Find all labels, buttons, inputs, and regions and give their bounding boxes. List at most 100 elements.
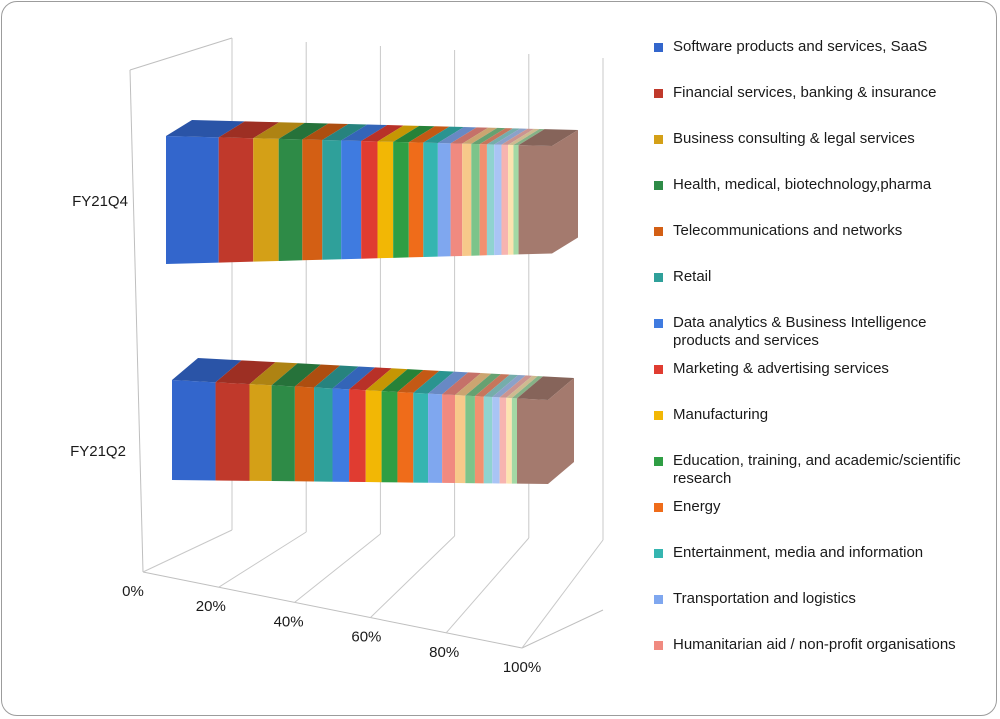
legend-label: Financial services, banking & insurance [673,84,937,101]
bar-segment-top [492,375,526,398]
bar-segment [361,141,378,259]
bar-segment [218,137,254,263]
bar-segment [322,140,342,260]
bar-segment-top [479,128,513,145]
legend-swatch [654,411,663,420]
bar-segment [455,395,466,484]
legend-item: Retail [654,268,989,286]
bar-segment-top [499,375,533,398]
bar-segment-top [508,128,540,146]
bar-segment [486,144,495,256]
legend-label: Marketing & advertising services [673,360,889,377]
gridline-floor [370,535,455,618]
legend-swatch [654,273,663,282]
legend-item: Health, medical, biotechnology,pharma [654,176,989,194]
x-tick-label: 20% [196,598,226,615]
bar-segment-top [471,127,506,145]
bar-segment-top [294,364,341,388]
bar-segment-top [349,367,392,391]
legend-item: Marketing & advertising services [654,360,989,378]
bar-segment [341,140,362,260]
bar-segment [513,145,519,255]
x-tick-label: 100% [503,659,541,676]
legend-label: Education, training, and academic/scient… [673,452,961,487]
bar-segment-top [474,374,510,397]
legend-label: Software products and services, SaaS [673,38,928,55]
bar-segment-top [465,373,501,397]
bar-segment [253,138,279,262]
bar-segment-top [332,366,376,390]
bar-segment [249,384,272,482]
legend-swatch [654,181,663,190]
bar-segment [278,138,303,261]
legend-label: Energy [673,498,721,515]
legend-item: Entertainment, media and information [654,544,989,562]
bar-segment [511,398,518,484]
legend-label: Entertainment, media and information [673,544,924,561]
bar-segment [474,396,484,484]
bar-end-face [552,130,578,254]
legend-item: Financial services, banking & insurance [654,84,989,102]
legend-swatch [654,503,663,512]
legend-item: Energy [654,498,989,516]
bar-segment-top [215,360,276,385]
category-label: FY21Q4 [72,193,128,210]
bar-segment [365,390,382,483]
bar-segment [492,397,500,484]
gridline-floor [445,537,530,634]
bar-segment-top [442,372,482,396]
legend-swatch [654,89,663,98]
bar-segment [349,389,366,483]
left-wall-edge [129,69,144,573]
bar-end-face [548,378,574,484]
legend-item: Transportation and logistics [654,590,989,608]
bar-segment [314,387,333,482]
bar-segment [271,385,295,482]
x-tick-label: 40% [274,613,304,630]
bar-segment-top [506,375,538,399]
x-tick-label: 0% [122,583,144,600]
legend-label: Transportation and logistics [673,590,856,607]
legend-item: Education, training, and academic/scient… [654,452,989,488]
bar-segment [393,141,409,258]
legend-item: Data analytics & Business Intelligence p… [654,314,989,350]
bar-segment [377,141,394,259]
left-wall-top [129,37,233,71]
legend-label: Retail [673,268,712,285]
legend-label: Health, medical, biotechnology,pharma [673,176,932,193]
x-tick-label: 60% [351,629,381,646]
bar-segment [413,392,429,483]
legend-swatch [654,595,663,604]
bar-segment [423,142,438,258]
bar-segment-top [483,374,519,398]
legend-swatch [654,549,663,558]
bar-segment [462,143,472,256]
bar-segment-top [302,123,349,141]
bar-segment-top [397,369,440,393]
gridline-floor [218,531,307,588]
floor-right-edge [521,609,604,649]
legend-swatch [654,457,663,466]
bar-segment [397,391,414,483]
legend-label: Telecommunications and networks [673,222,903,239]
bar-segment [471,143,480,256]
category-label: FY21Q2 [70,443,126,460]
bar-segment-top [501,128,535,145]
gridline-floor [521,539,604,649]
legend-item: Business consulting & legal services [654,130,989,148]
legend-swatch [654,227,663,236]
bar-segment-top [322,124,368,141]
bar-segment [501,144,509,255]
legend-swatch [654,319,663,328]
legend-item: Telecommunications and networks [654,222,989,240]
bar-segment [506,397,512,484]
bar-segment-top [517,376,574,400]
floor-front-edge [142,571,523,649]
bar-segment-top [413,370,455,394]
bar-segment-top [408,126,450,143]
bar-segment [428,393,443,483]
bar-segment [499,397,507,484]
x-tick-label: 80% [429,644,459,661]
legend-label: Business consulting & legal services [673,130,915,147]
